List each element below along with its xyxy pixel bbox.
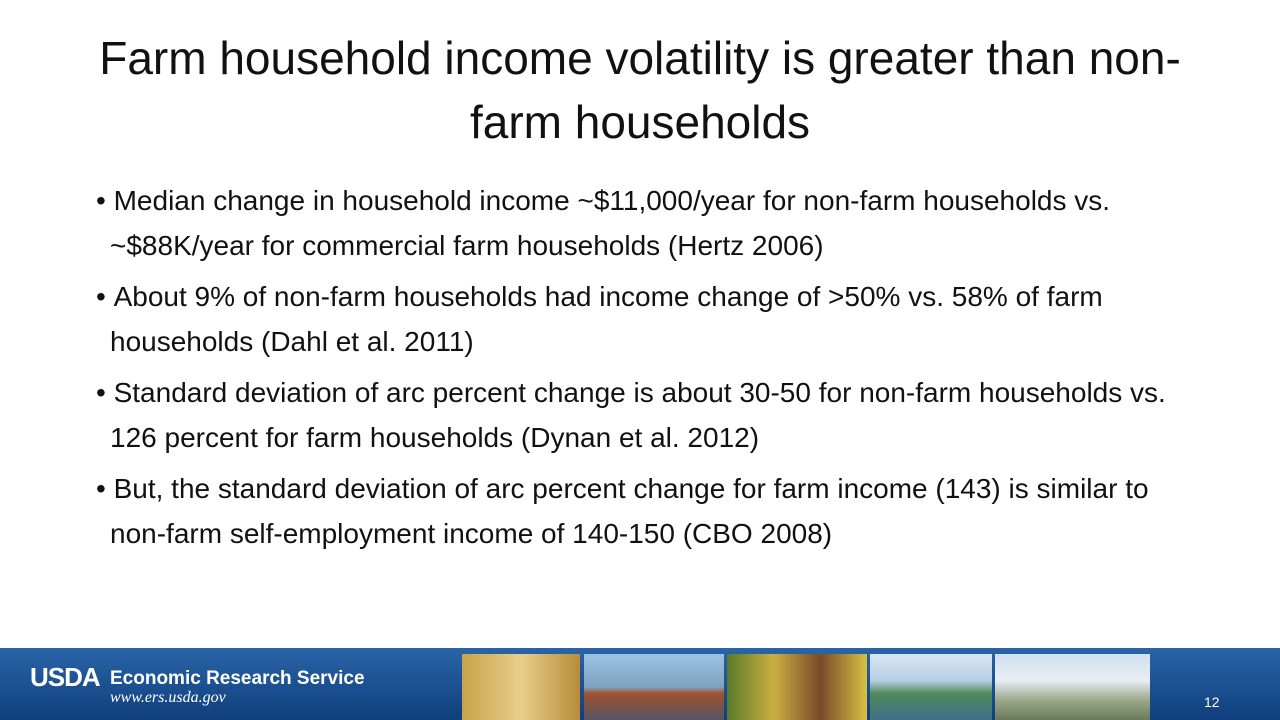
photo-produce <box>727 654 867 720</box>
slide-number: 12 <box>1204 694 1220 710</box>
agency-url: www.ers.usda.gov <box>110 689 226 706</box>
bullet-list: Median change in household income ~$11,0… <box>96 178 1206 562</box>
bullet: About 9% of non-farm households had inco… <box>96 274 1206 364</box>
bullet: But, the standard deviation of arc perce… <box>96 466 1206 556</box>
photo-port <box>584 654 724 720</box>
slide-title: Farm household income volatility is grea… <box>99 32 1181 148</box>
bullet: Median change in household income ~$11,0… <box>96 178 1206 268</box>
logo: USDA <box>30 662 101 692</box>
agency-name: Economic Research Service <box>110 668 365 689</box>
footer: USDA Economic Research Service www.ers.u… <box>0 648 1280 720</box>
photo-town <box>995 654 1150 720</box>
photo-landscape <box>870 654 992 720</box>
photo-wheat <box>462 654 580 720</box>
bullet: Standard deviation of arc percent change… <box>96 370 1206 460</box>
